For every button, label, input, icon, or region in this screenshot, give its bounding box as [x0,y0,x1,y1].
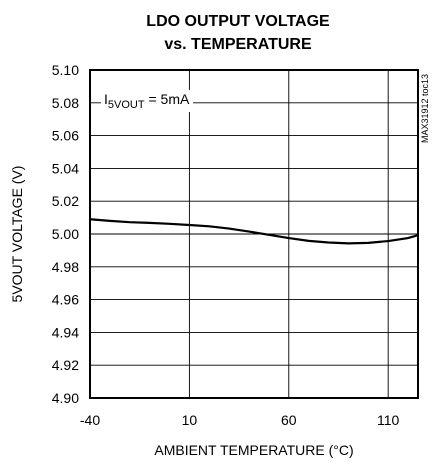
y-tick-label: 4.98 [52,259,79,275]
chart-title-line-1: LDO OUTPUT VOLTAGE [146,13,330,30]
y-tick-labels: 4.90 4.92 4.94 4.96 4.98 5.00 5.02 5.04 5.06 5.08… [52,62,79,406]
x-tick-label: 60 [281,412,297,428]
y-tick-label: 4.96 [52,292,79,308]
condition-annotation-background [101,90,193,112]
y-tick-label: 5.08 [52,95,79,111]
x-tick-labels: -40 10 60 110 [80,412,400,428]
x-tick-label: 110 [377,412,400,428]
y-tick-label: 5.00 [52,226,79,242]
x-tick-label: 10 [182,412,198,428]
y-tick-label: 5.04 [52,160,79,176]
series-line [89,218,419,245]
condition-symbol: I [104,91,108,107]
x-tick-label: -40 [80,412,100,428]
grid-lines [90,69,418,399]
condition-value: = 5mA [145,91,190,107]
y-tick-label: 5.02 [52,193,79,209]
condition-subscript: 5VOUT [108,99,145,111]
y-tick-label: 4.90 [52,390,79,406]
y-tick-label: 5.06 [52,128,79,144]
y-tick-label: 5.10 [52,62,79,78]
x-axis-label: AMBIENT TEMPERATURE (°C) [154,442,353,458]
chart-title-line-2: vs. TEMPERATURE [164,36,312,53]
y-axis-label: 5VOUT VOLTAGE (V) [9,166,25,303]
y-tick-label: 4.94 [52,324,79,340]
plot-frame [89,69,419,399]
figure-code: MAX31912 toc13 [420,74,430,143]
y-tick-label: 4.92 [52,357,79,373]
condition-annotation: I5VOUT = 5mA [104,91,190,111]
